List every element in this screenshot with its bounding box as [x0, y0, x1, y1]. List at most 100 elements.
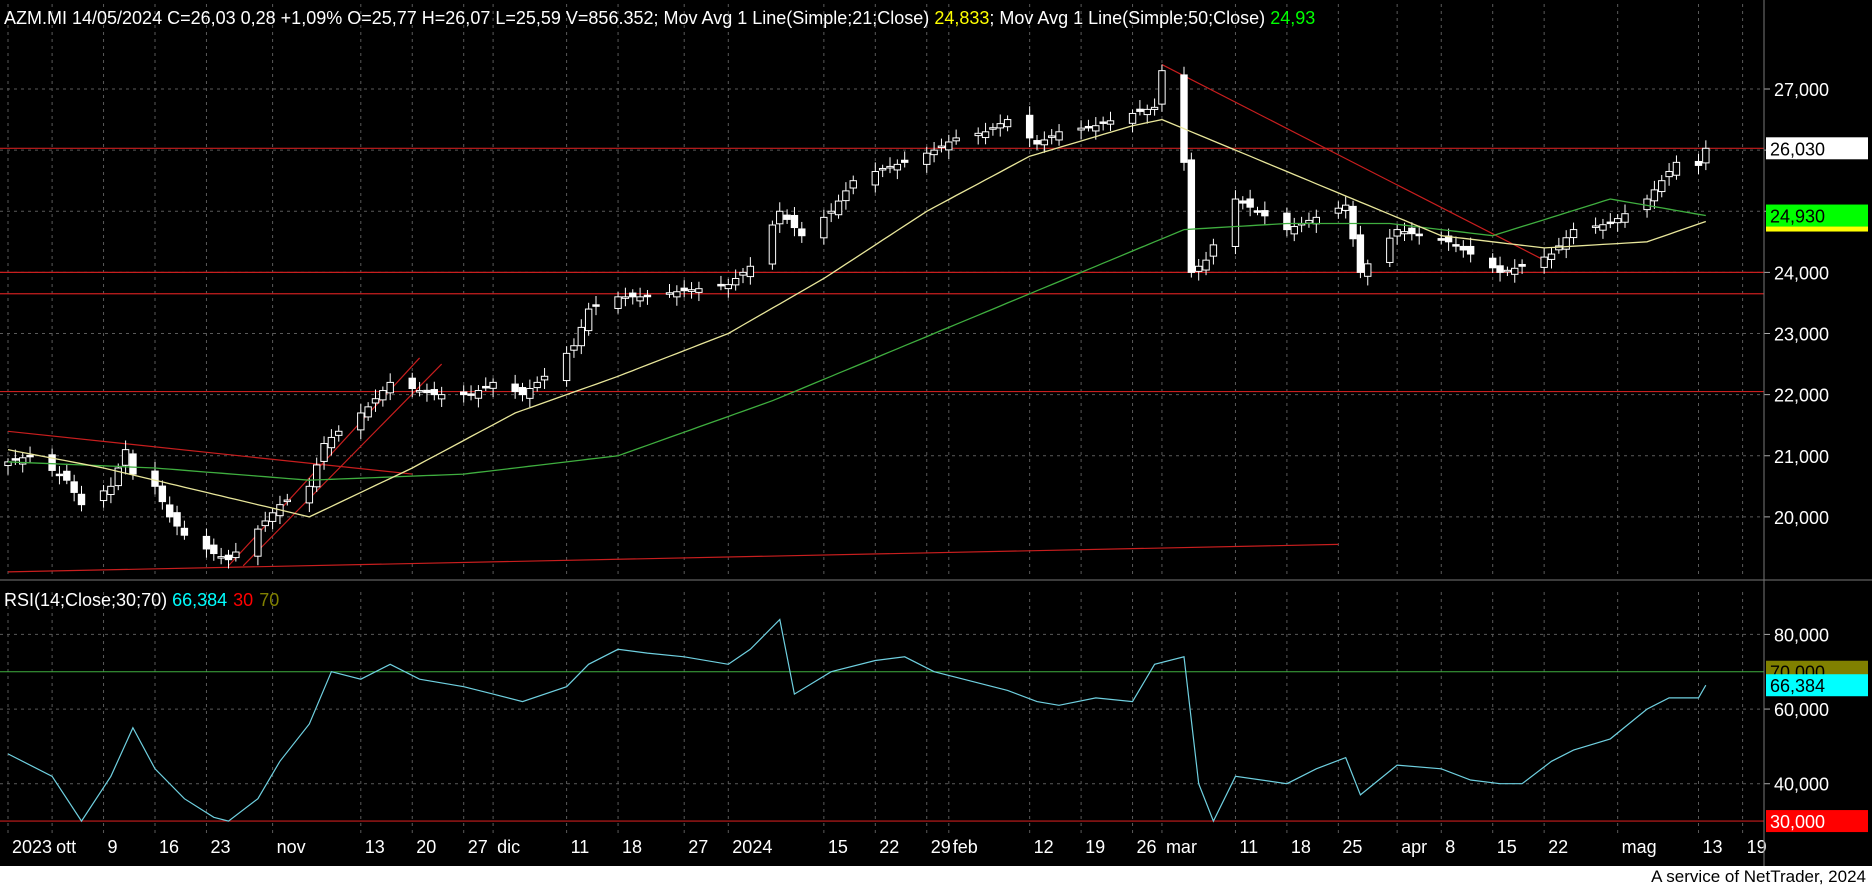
candle-body[interactable] — [665, 292, 674, 295]
candle-body[interactable] — [379, 390, 387, 401]
candle-body[interactable] — [437, 394, 446, 400]
candle-body[interactable] — [1195, 265, 1203, 272]
candle-body[interactable] — [313, 464, 321, 488]
candle-body[interactable] — [166, 504, 174, 518]
candle-body[interactable] — [871, 171, 879, 186]
candle-body[interactable] — [1150, 106, 1159, 110]
candle-body[interactable] — [945, 141, 953, 151]
candle-body[interactable] — [386, 381, 394, 394]
candle-body[interactable] — [724, 284, 732, 290]
candle-body[interactable] — [357, 412, 365, 431]
candle-body[interactable] — [1246, 198, 1254, 208]
candle-body[interactable] — [614, 296, 622, 309]
candle-body[interactable] — [19, 457, 27, 465]
candle-body[interactable] — [1136, 108, 1144, 112]
candle-body[interactable] — [1591, 225, 1600, 228]
candle-body[interactable] — [1569, 229, 1578, 239]
rsi-line[interactable] — [7, 618, 1707, 823]
candle-body[interactable] — [408, 377, 416, 390]
candle-body[interactable] — [1466, 245, 1475, 255]
candle-body[interactable] — [1231, 198, 1240, 247]
candle-body[interactable] — [1312, 216, 1320, 225]
candle-body[interactable] — [974, 132, 982, 137]
candle-body[interactable] — [1400, 231, 1409, 235]
candle-body[interactable] — [930, 149, 938, 156]
candle-body[interactable] — [283, 499, 292, 503]
candle-body[interactable] — [320, 443, 328, 462]
candle-body[interactable] — [1613, 218, 1622, 224]
candle-body[interactable] — [1437, 238, 1445, 241]
candle-body[interactable] — [790, 214, 799, 229]
candle-body[interactable] — [261, 520, 269, 527]
candle-body[interactable] — [423, 389, 431, 394]
candle-body[interactable] — [1202, 259, 1210, 271]
candle-body[interactable] — [1003, 119, 1012, 128]
candle-body[interactable] — [776, 210, 784, 225]
candle-body[interactable] — [1547, 253, 1556, 260]
candle-body[interactable] — [1253, 210, 1262, 213]
candle-body[interactable] — [1356, 234, 1365, 273]
candle-body[interactable] — [48, 454, 56, 471]
candle-body[interactable] — [673, 291, 681, 298]
candle-body[interactable] — [1496, 265, 1504, 273]
candle-body[interactable] — [268, 512, 277, 522]
candle-body[interactable] — [996, 123, 1004, 129]
candle-body[interactable] — [364, 406, 372, 418]
candle-body[interactable] — [695, 288, 703, 293]
candle-body[interactable] — [1415, 233, 1423, 237]
candle-body[interactable] — [180, 527, 189, 536]
candle-body[interactable] — [335, 430, 343, 436]
candle-body[interactable] — [1643, 198, 1651, 211]
candle-body[interactable] — [474, 390, 483, 399]
candle-body[interactable] — [540, 375, 549, 381]
candle-body[interactable] — [1650, 189, 1659, 202]
candle-body[interactable] — [849, 180, 857, 189]
candle-body[interactable] — [63, 470, 71, 481]
candle-body[interactable] — [1518, 263, 1526, 267]
stock-chart[interactable]: 20,00021,00022,00023,00024,00026,00027,0… — [0, 0, 1872, 866]
candle-body[interactable] — [158, 485, 167, 503]
candle-body[interactable] — [99, 490, 108, 502]
candle-body[interactable] — [1599, 224, 1607, 231]
candle-body[interactable] — [989, 127, 997, 130]
candle-body[interactable] — [820, 216, 828, 239]
candle-body[interactable] — [636, 296, 644, 302]
candle-body[interactable] — [1084, 125, 1093, 129]
candle-body[interactable] — [1540, 256, 1548, 268]
candle-body[interactable] — [526, 388, 534, 399]
candle-body[interactable] — [1106, 120, 1115, 125]
candle-body[interactable] — [768, 224, 777, 265]
candle-body[interactable] — [1239, 200, 1247, 204]
candle-body[interactable] — [1694, 160, 1703, 166]
candle-body[interactable] — [121, 449, 130, 466]
candle-body[interactable] — [886, 165, 894, 169]
candle-body[interactable] — [680, 287, 688, 292]
candle-body[interactable] — [562, 352, 571, 382]
candle-body[interactable] — [1025, 114, 1034, 139]
candle-body[interactable] — [1665, 171, 1673, 178]
candle-body[interactable] — [1672, 161, 1681, 176]
candle-body[interactable] — [224, 554, 233, 561]
candle-body[interactable] — [1393, 229, 1401, 237]
candle-body[interactable] — [511, 383, 519, 393]
candle-body[interactable] — [827, 210, 835, 214]
candle-body[interactable] — [1048, 135, 1056, 138]
candle-body[interactable] — [173, 512, 181, 527]
candle-body[interactable] — [1489, 257, 1497, 269]
candle-body[interactable] — [1099, 121, 1107, 124]
candle-body[interactable] — [1180, 74, 1188, 163]
candle-body[interactable] — [746, 265, 755, 278]
candle-body[interactable] — [878, 167, 887, 171]
candle-body[interactable] — [70, 481, 78, 493]
candle-body[interactable] — [26, 454, 34, 458]
candle-body[interactable] — [834, 200, 843, 216]
candle-body[interactable] — [518, 387, 527, 396]
candle-body[interactable] — [1187, 159, 1196, 273]
candle-body[interactable] — [1621, 213, 1629, 223]
candle-body[interactable] — [254, 528, 262, 557]
candle-body[interactable] — [415, 390, 424, 393]
candle-body[interactable] — [482, 385, 490, 389]
candle-body[interactable] — [731, 277, 740, 286]
candle-body[interactable] — [570, 345, 578, 351]
candle-body[interactable] — [1562, 237, 1570, 250]
